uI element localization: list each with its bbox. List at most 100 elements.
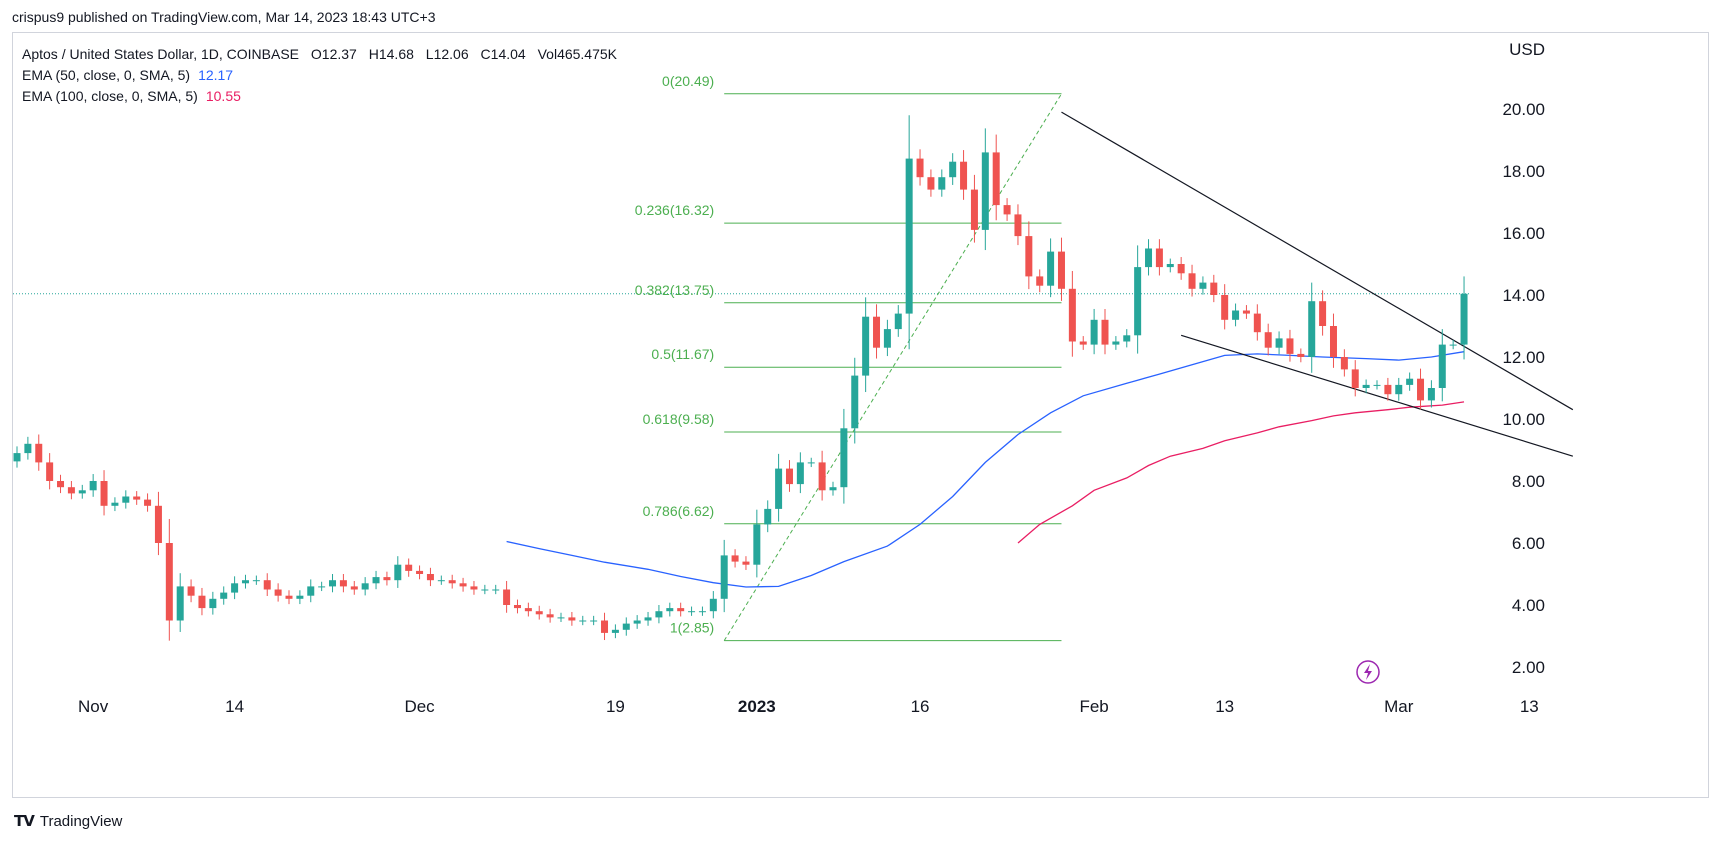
candle: [1438, 329, 1446, 402]
candle: [470, 580, 478, 595]
candle: [209, 591, 217, 615]
ema100-row[interactable]: EMA (100, close, 0, SMA, 5) 10.55: [22, 86, 617, 107]
candle-body: [1155, 248, 1163, 268]
candle: [601, 612, 609, 641]
candle: [361, 577, 369, 596]
candle-body: [513, 605, 521, 609]
candle-body: [1373, 384, 1381, 386]
candle: [1340, 349, 1348, 377]
candle: [154, 491, 162, 556]
candle: [633, 615, 641, 629]
candle: [1123, 329, 1131, 348]
ema50-row[interactable]: EMA (50, close, 0, SMA, 5) 12.17: [22, 65, 617, 86]
candle: [372, 570, 380, 590]
candle-body: [252, 580, 260, 582]
candle: [992, 134, 1000, 221]
candle-body: [938, 177, 946, 190]
candle: [1014, 204, 1022, 246]
candle-body: [176, 586, 184, 621]
candle-body: [698, 611, 706, 613]
candle-body: [840, 428, 848, 488]
candle-body: [1090, 319, 1098, 345]
y-tick-label: 10.00: [1502, 410, 1545, 429]
candle-body: [1329, 326, 1337, 357]
candle-body: [361, 583, 369, 590]
candle: [111, 497, 119, 512]
candle: [1210, 274, 1218, 303]
candle-body: [916, 158, 924, 178]
y-tick-label: 18.00: [1502, 162, 1545, 181]
ohlc-high-value: 14.68: [378, 46, 414, 62]
candle-body: [1275, 338, 1283, 348]
candle-body: [57, 481, 65, 488]
candle-body: [981, 152, 989, 230]
candle: [263, 573, 271, 597]
candle: [524, 602, 532, 617]
candle: [329, 574, 337, 593]
candle: [720, 539, 728, 613]
candle-body: [622, 623, 630, 630]
candle-body: [122, 496, 130, 503]
fib-level-label: 0.382(13.75): [635, 282, 714, 298]
y-tick-label: 20.00: [1502, 100, 1545, 119]
candle: [1221, 284, 1229, 330]
symbol-label: Aptos / United States Dollar, 1D, COINBA…: [22, 46, 300, 62]
candle: [89, 474, 97, 497]
candle: [960, 150, 968, 200]
fib-level-label: 0.618(9.58): [643, 411, 715, 427]
candle: [426, 567, 434, 587]
ohlc-close-label: C: [480, 46, 491, 62]
candle: [252, 575, 260, 585]
candle: [513, 599, 521, 614]
candle: [709, 591, 717, 619]
candle: [535, 605, 543, 620]
candle: [57, 474, 65, 494]
candle-body: [655, 611, 663, 618]
candle-body: [1297, 353, 1305, 357]
x-tick-label: Feb: [1079, 697, 1108, 716]
candle-body: [590, 620, 598, 622]
candle-body: [437, 580, 445, 582]
candle-body: [970, 189, 978, 230]
candle: [1286, 329, 1294, 362]
candle: [1460, 276, 1468, 360]
candle-body: [579, 620, 587, 622]
ohlc-open-value: 12.37: [321, 46, 357, 62]
candle: [1047, 238, 1055, 298]
candle-body: [1025, 236, 1033, 277]
candle-body: [633, 620, 641, 624]
candle: [339, 574, 347, 593]
candle-body: [46, 462, 54, 481]
candle-body: [785, 468, 793, 485]
candle-body: [1438, 344, 1446, 388]
candle: [1025, 221, 1033, 290]
ohlc-high-label: H: [368, 46, 379, 62]
candle: [1155, 239, 1163, 276]
candle-body: [459, 583, 467, 587]
candle: [220, 586, 228, 605]
ohlc-low-label: L: [425, 46, 434, 62]
candle: [873, 304, 881, 359]
candle: [274, 583, 282, 602]
candle-body: [111, 502, 119, 506]
candle-body: [372, 577, 380, 584]
candle: [459, 577, 467, 592]
candle-body: [829, 487, 837, 491]
fib-level-label: 0.786(6.62): [643, 503, 715, 519]
candle: [688, 606, 696, 616]
candle: [1242, 305, 1250, 319]
candle-body: [394, 564, 402, 581]
candle-body: [894, 313, 902, 330]
candle: [1351, 360, 1359, 397]
candle: [742, 556, 750, 570]
candle: [785, 460, 793, 492]
footer-brand[interactable]: 𝗧𝗩 TradingView: [14, 812, 122, 831]
candle: [775, 453, 783, 522]
candle-body: [1449, 344, 1457, 346]
candle-body: [949, 161, 957, 178]
candle: [1068, 270, 1076, 357]
candle: [655, 605, 663, 624]
candle-body: [100, 481, 108, 506]
volume-label: Vol: [537, 46, 558, 62]
